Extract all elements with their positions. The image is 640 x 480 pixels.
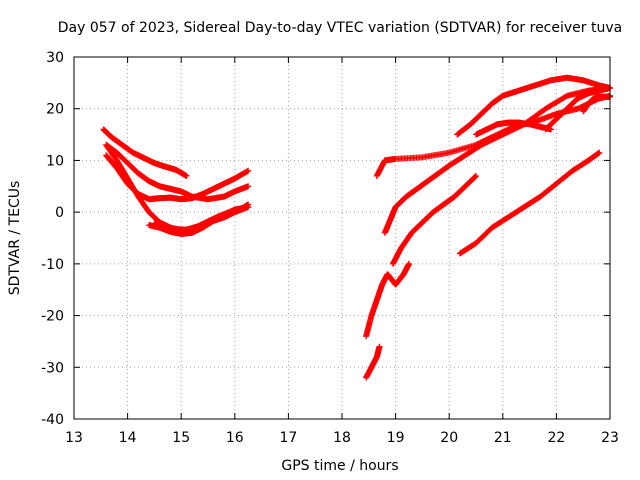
data-point: [376, 343, 383, 350]
x-tick-label: 20: [440, 430, 458, 446]
series-arc-16: [363, 343, 383, 381]
y-tick-label: -20: [41, 309, 64, 325]
y-tick-label: -30: [41, 360, 64, 376]
x-tick-label: 18: [333, 430, 351, 446]
series-arc-15: [363, 260, 412, 340]
y-tick-label: 10: [46, 153, 64, 169]
y-tick-labels: -40 -30 -20 -10 0 10 20 30: [41, 50, 64, 428]
y-tick-label: 20: [46, 102, 64, 118]
data-point: [473, 172, 479, 179]
y-tick-label: 30: [46, 50, 64, 66]
x-tick-label: 21: [494, 430, 512, 446]
series-arc-1: [100, 126, 190, 179]
data-point: [596, 149, 603, 156]
data-point: [406, 260, 412, 267]
x-tick-label: 22: [547, 430, 565, 446]
x-tick-label: 14: [119, 430, 137, 446]
y-tick-label: -40: [41, 412, 64, 428]
y-tick-label: 0: [55, 205, 64, 221]
series-arc-8: [381, 86, 608, 236]
data-point: [245, 183, 252, 190]
x-tick-label: 15: [172, 430, 190, 446]
series-arc-12: [580, 93, 613, 115]
x-axis-label: GPS time / hours: [281, 458, 398, 474]
series-arc-3: [103, 152, 252, 203]
data-point: [183, 172, 190, 179]
x-tick-label: 13: [65, 430, 83, 446]
x-tick-label: 17: [279, 430, 297, 446]
x-tick-labels: 13 14 15 16 17 18 19 20 21 22 23: [65, 430, 619, 446]
series-arc-14: [456, 149, 603, 257]
grid: [74, 57, 610, 419]
series-arc-9: [454, 74, 613, 138]
data-marks: [100, 74, 613, 381]
data-point: [245, 167, 252, 174]
series-arc-11: [542, 85, 613, 133]
y-tick-label: -10: [41, 257, 64, 273]
y-axis-label: SDTVAR / TECUs: [7, 181, 23, 296]
series-arc-2: [103, 141, 252, 203]
chart-title: Day 057 of 2023, Sidereal Day-to-day VTE…: [58, 20, 622, 36]
series-arc-13: [389, 172, 479, 267]
x-tick-label: 19: [387, 430, 405, 446]
x-tick-label: 23: [601, 430, 619, 446]
plot-frame: [73, 56, 611, 420]
series-arc-6: [151, 201, 252, 233]
data-point: [245, 201, 252, 208]
x-tick-label: 16: [226, 430, 244, 446]
series-arc-10: [473, 119, 555, 138]
